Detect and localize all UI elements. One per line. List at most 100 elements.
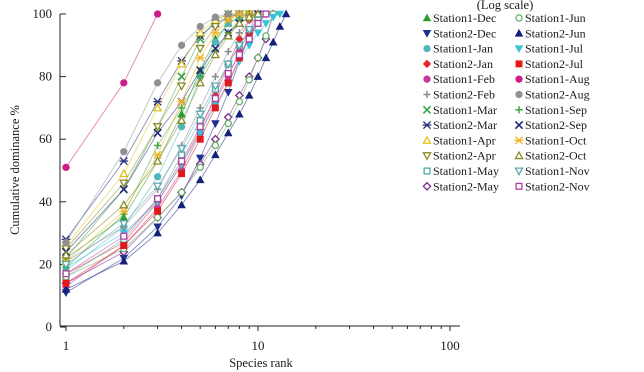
data-point	[224, 69, 232, 77]
legend-marker	[423, 75, 431, 83]
legend-item: Station2-Jan	[422, 57, 493, 71]
data-point	[223, 88, 233, 97]
legend-item: Station1-Jun	[515, 11, 586, 25]
legend-item: Station2-Feb	[423, 88, 495, 102]
legend-marker	[515, 90, 523, 99]
legend-label: Station1-Oct	[525, 133, 587, 147]
data-point	[210, 82, 221, 91]
legend-label: Station2-Jan	[433, 57, 493, 71]
legend-marker	[514, 136, 524, 145]
legend-item: Station1-Oct	[514, 133, 587, 147]
data-point	[153, 223, 162, 232]
data-point	[223, 112, 233, 122]
data-point	[153, 79, 162, 87]
data-point	[281, 9, 291, 18]
data-point	[119, 207, 129, 216]
data-point	[261, 20, 271, 28]
y-tick-label: 20	[39, 256, 52, 271]
series-line	[65, 13, 258, 268]
data-point	[245, 76, 253, 84]
data-point	[119, 168, 129, 178]
data-point	[61, 260, 71, 270]
legend-item: Station1-Jul	[514, 42, 584, 56]
data-point	[119, 185, 128, 194]
legend-marker	[423, 44, 431, 53]
legend-marker	[514, 150, 524, 160]
data-point	[178, 157, 186, 165]
data-point	[244, 12, 254, 21]
legend-item: Station1-Nov	[514, 164, 590, 178]
legend-marker	[514, 28, 524, 37]
data-point	[178, 170, 186, 178]
legend-label: Station1-May	[433, 164, 499, 178]
data-point	[211, 94, 219, 103]
data-point	[275, 10, 285, 19]
legend-label: Station1-Mar	[433, 103, 497, 117]
data-point	[211, 13, 220, 21]
series-group	[61, 9, 291, 297]
legend-item: Station2-Aug	[515, 88, 590, 102]
legend-item: Station2-Sep	[514, 118, 587, 132]
legend-label: Station2-Apr	[433, 149, 496, 163]
data-point	[120, 232, 128, 240]
data-point	[253, 72, 263, 80]
data-point	[196, 163, 204, 172]
legend-item: Station2-Mar	[422, 118, 497, 132]
series-station1-aug	[62, 10, 162, 172]
data-point	[211, 38, 220, 46]
legend-marker	[422, 13, 432, 22]
legend-item: Station1-Dec	[422, 11, 496, 25]
data-point	[120, 79, 128, 87]
data-point	[223, 60, 233, 70]
data-point	[176, 82, 187, 91]
data-point	[235, 97, 244, 106]
legend-label: Station2-May	[433, 179, 499, 193]
legend-item: Station1-Mar	[422, 103, 497, 117]
data-point	[224, 47, 232, 56]
data-point	[244, 90, 254, 99]
data-point	[211, 28, 220, 37]
data-point	[119, 157, 129, 166]
data-point	[261, 53, 271, 62]
legend-item: Station1-May	[423, 164, 499, 178]
data-point	[176, 59, 187, 68]
data-point	[61, 285, 71, 293]
series-line	[65, 13, 259, 287]
legend-item: Station2-Jul	[515, 57, 584, 71]
legend-item: Station2-Apr	[422, 149, 496, 163]
legend-item: Station1-Apr	[422, 133, 496, 147]
series-station1-jun	[62, 10, 277, 281]
y-tick-label: 80	[39, 69, 52, 84]
plot-area: 0 20 40 60 80 100 1 10 100	[33, 6, 460, 353]
legend-label: Station2-Jul	[525, 57, 584, 71]
legend-label: Station1-Jan	[433, 42, 493, 56]
x-tick-label: 1	[63, 338, 70, 353]
legend-item: Station1-Aug	[515, 72, 590, 86]
legend-item: Station1-Sep	[515, 103, 587, 117]
legend-label: Station2-Feb	[433, 88, 495, 102]
data-point	[195, 154, 205, 163]
legend-marker	[422, 105, 432, 114]
legend-marker	[422, 181, 432, 191]
data-point	[262, 10, 270, 18]
data-point	[235, 51, 243, 59]
data-point	[195, 44, 205, 54]
data-point	[153, 213, 162, 222]
y-tick-label: 100	[33, 6, 53, 21]
chart-title: (Log scale)	[477, 0, 534, 12]
data-point	[196, 66, 205, 75]
legend-label: Station2-Mar	[433, 118, 497, 132]
legend-marker	[422, 135, 432, 144]
data-point	[176, 145, 187, 154]
series-station1-feb	[62, 10, 262, 290]
data-point	[62, 238, 70, 247]
legend-label: Station1-Dec	[433, 11, 496, 25]
legend-marker	[514, 120, 524, 130]
data-point	[120, 242, 128, 250]
data-point	[195, 77, 205, 87]
legend-label: Station1-Nov	[525, 164, 590, 178]
data-point	[211, 141, 220, 150]
data-point	[223, 30, 233, 40]
legend-marker	[422, 121, 432, 130]
